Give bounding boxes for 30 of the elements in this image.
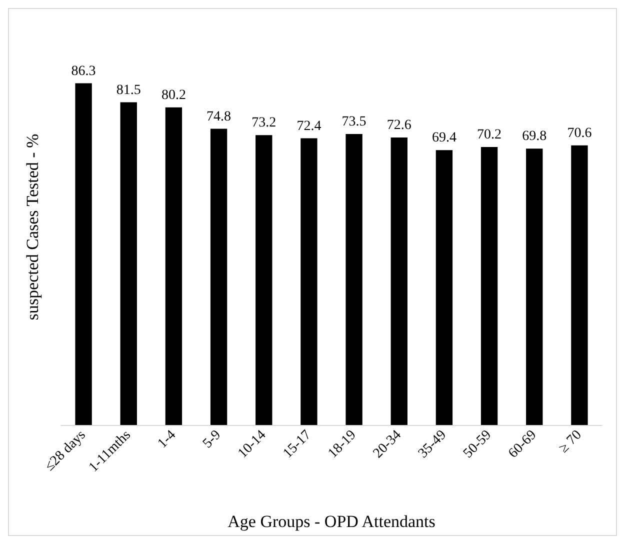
data-label: 86.3 (71, 64, 96, 79)
bar (210, 128, 228, 425)
bar (480, 147, 498, 425)
data-label: 74.8 (206, 109, 232, 124)
bar (256, 135, 272, 425)
bar (300, 138, 318, 425)
bar (571, 145, 588, 425)
bar (165, 107, 182, 425)
bar (75, 83, 92, 425)
data-label: 69.8 (522, 129, 547, 144)
data-label: 73.2 (252, 116, 276, 131)
x-tick-label: 5-9 (200, 428, 224, 452)
bar (346, 134, 362, 425)
x-tick-label: ≤28 days (42, 428, 89, 474)
bar (526, 148, 543, 425)
data-label: 73.5 (342, 114, 366, 130)
bar (436, 150, 453, 425)
data-label: 80.2 (161, 88, 186, 103)
bar (390, 138, 408, 425)
data-label: 70.6 (567, 126, 592, 141)
x-tick-label: 1-4 (155, 428, 180, 452)
data-label: 72.6 (386, 118, 412, 134)
x-axis-title: Age Groups - OPD Attendants (228, 512, 436, 531)
data-label: 81.5 (116, 82, 141, 98)
data-label: 70.2 (477, 128, 502, 143)
data-label: 72.4 (296, 118, 322, 134)
data-label: 69.4 (432, 130, 456, 146)
x-tick-label: ≥ 70 (556, 428, 585, 456)
bar (120, 102, 137, 425)
y-axis-title: suspected Cases Tested - % (23, 134, 42, 320)
